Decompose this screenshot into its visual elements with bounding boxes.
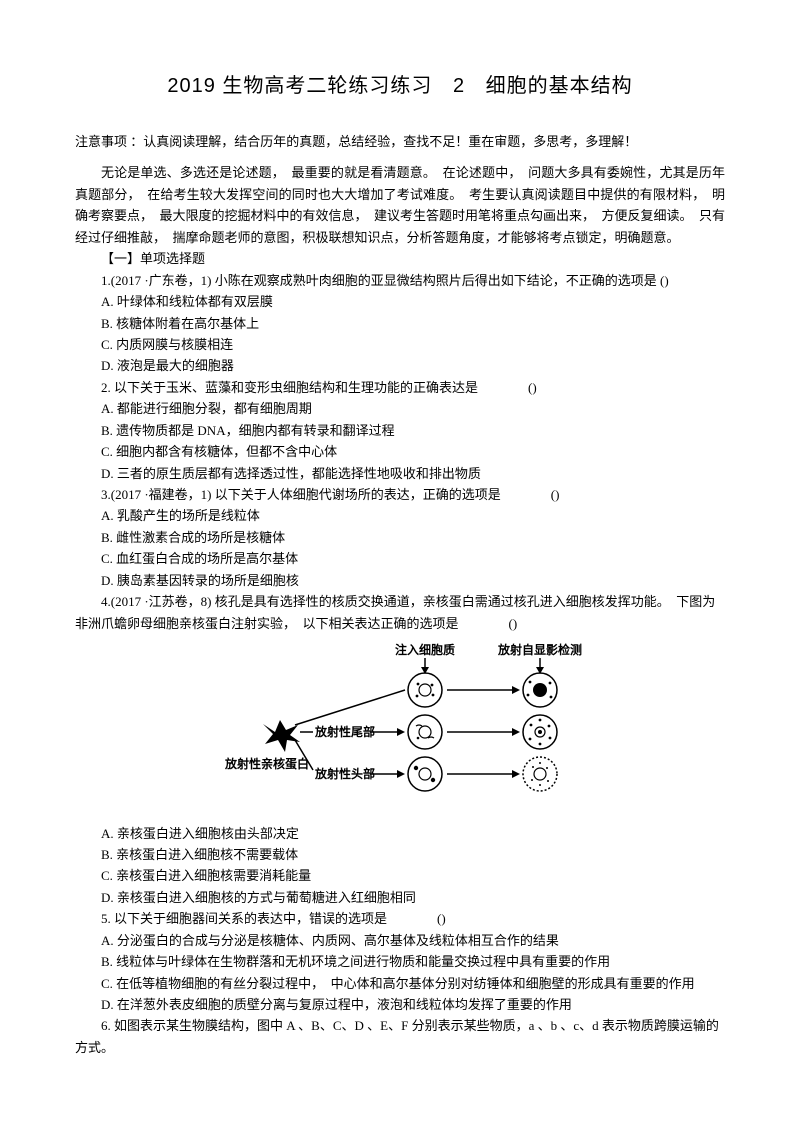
q4-option-c: C. 亲核蛋白进入细胞核需要消耗能量 [75, 865, 725, 886]
q5-option-a: A. 分泌蛋白的合成与分泌是核糖体、内质网、高尔基体及线粒体相互合作的结果 [75, 930, 725, 951]
q1-option-c: C. 内质网膜与核膜相连 [75, 334, 725, 355]
label-head: 放射性头部 [314, 766, 375, 781]
q5-option-b: B. 线粒体与叶绿体在生物群落和无机环境之间进行物质和能量交换过程中具有重要的作… [75, 951, 725, 972]
q3-option-c: C. 血红蛋白合成的场所是高尔基体 [75, 548, 725, 569]
q2-option-c: C. 细胞内都含有核糖体，但都不含中心体 [75, 441, 725, 462]
q1-option-d: D. 液泡是最大的细胞器 [75, 355, 725, 376]
notice-text: 注意事项 ：认真阅读理解，结合历年的真题，总结经验，查找不足！重在审题，多思考，… [75, 131, 725, 152]
q2-option-b: B. 遗传物质都是 DNA，细胞内都有转录和翻译过程 [75, 420, 725, 441]
q2-text: 2. 以下关于玉米、蓝藻和变形虫细胞结构和生理功能的正确表达是 [101, 380, 478, 395]
label-protein: 放射性亲核蛋白 [224, 756, 309, 771]
q4-paren: () [483, 613, 518, 634]
q4-text: 4.(2017 ·江苏卷，8) 核孔是具有选择性的核质交换通道，亲核蛋白需通过核… [75, 594, 715, 630]
q3-option-b: B. 雌性激素合成的场所是核糖体 [75, 527, 725, 548]
page-title: 2019 生物高考二轮练习练习 2 细胞的基本结构 [75, 70, 725, 103]
question-6: 6. 如图表示某生物膜结构，图中 A 、B、C、D 、E、F 分别表示某些物质，… [75, 1015, 725, 1058]
q2-paren: () [502, 377, 537, 398]
q3-paren: () [525, 484, 560, 505]
question-3: 3.(2017 ·福建卷，1) 以下关于人体细胞代谢场所的表达，正确的选项是 () [75, 484, 725, 505]
q3-option-a: A. 乳酸产生的场所是线粒体 [75, 505, 725, 526]
q5-paren: () [411, 908, 446, 929]
q3-text: 3.(2017 ·福建卷，1) 以下关于人体细胞代谢场所的表达，正确的选项是 [101, 487, 501, 502]
title-suffix: 细胞的基本结构 [486, 75, 633, 97]
question-2: 2. 以下关于玉米、蓝藻和变形虫细胞结构和生理功能的正确表达是 () [75, 377, 725, 398]
question-1: 1.(2017 ·广东卷，1) 小陈在观察成熟叶肉细胞的亚显微结构照片后得出如下… [75, 270, 725, 291]
title-prefix: 2019 生物高考二轮练习练习 [167, 75, 432, 97]
q4-option-b: B. 亲核蛋白进入细胞核不需要载体 [75, 844, 725, 865]
protein-star-icon [263, 720, 300, 752]
label-detect: 放射自显影检测 [497, 642, 582, 657]
label-tail: 放射性尾部 [314, 724, 375, 739]
q4-option-a: A. 亲核蛋白进入细胞核由头部决定 [75, 823, 725, 844]
question-5: 5. 以下关于细胞器间关系的表达中，错误的选项是 () [75, 908, 725, 929]
q1-option-a: A. 叶绿体和线粒体都有双层膜 [75, 291, 725, 312]
q3-option-d: D. 胰岛素基因转录的场所是细胞核 [75, 570, 725, 591]
intro-paragraph: 无论是单选、多选还是论述题， 最重要的就是看清题意。 在论述题中， 问题大多具有… [75, 162, 725, 248]
section-heading: 【一】单项选择题 [75, 248, 725, 269]
question-4: 4.(2017 ·江苏卷，8) 核孔是具有选择性的核质交换通道，亲核蛋白需通过核… [75, 591, 725, 634]
q5-text: 5. 以下关于细胞器间关系的表达中，错误的选项是 [101, 911, 387, 926]
q2-option-d: D. 三者的原生质层都有选择透过性，都能选择性地吸收和排出物质 [75, 463, 725, 484]
q2-option-a: A. 都能进行细胞分裂，都有细胞周期 [75, 398, 725, 419]
q1-option-b: B. 核糖体附着在高尔基体上 [75, 313, 725, 334]
label-inject: 注入细胞质 [395, 642, 455, 657]
q5-option-d: D. 在洋葱外表皮细胞的质壁分离与复原过程中，液泡和线粒体均发挥了重要的作用 [75, 994, 725, 1015]
experiment-diagram: 注入细胞质 放射自显影检测 放射性尾部 [75, 640, 725, 816]
q4-option-d: D. 亲核蛋白进入细胞核的方式与葡萄糖进入红细胞相同 [75, 887, 725, 908]
title-number: 2 [453, 70, 465, 103]
q5-option-c: C. 在低等植物细胞的有丝分裂过程中， 中心体和高尔基体分别对纺锤体和细胞壁的形… [75, 973, 725, 994]
